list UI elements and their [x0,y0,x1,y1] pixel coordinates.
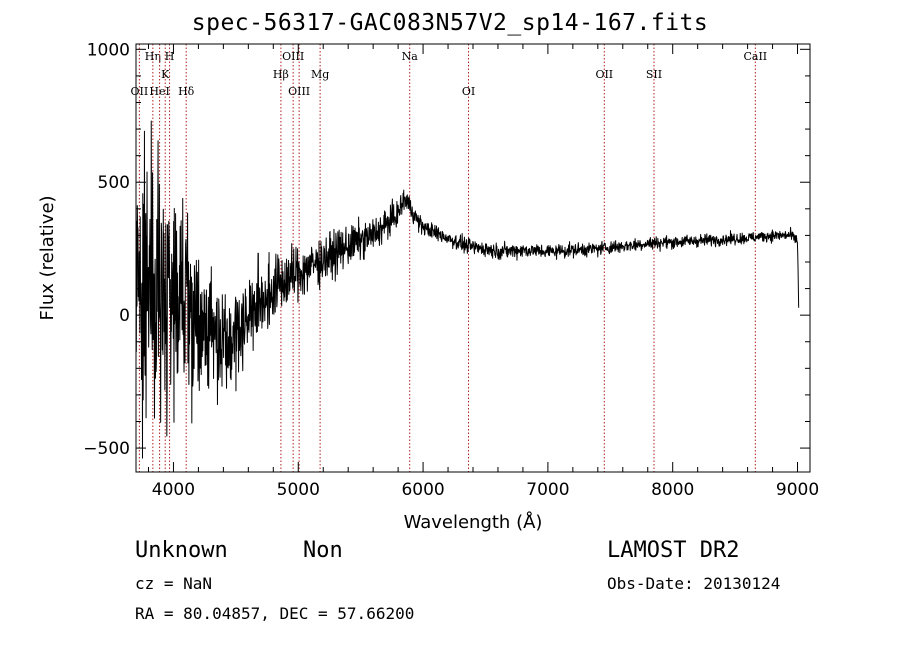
spectral-line-label: CaII [743,50,767,63]
y-tick-label: 1000 [87,40,130,60]
spectral-line-label: H [165,50,175,63]
y-axis-label: Flux (relative) [37,195,58,320]
spectral-line-label: Na [402,50,419,63]
x-tick-label: 5000 [277,480,320,500]
observation-date: Obs-Date: 20130124 [607,574,781,593]
y-tick-label: 0 [119,306,130,326]
y-tick-label: −500 [83,439,130,459]
object-class: Unknown [135,538,228,563]
spectral-line-label: Mg [311,68,329,81]
x-tick-label: 9000 [776,480,819,500]
spectral-line-label: OII [595,68,613,81]
spectral-line-label: Hη [145,50,161,63]
x-axis-label: Wavelength (Å) [404,511,543,533]
spectrum-trace [136,120,800,459]
x-tick-label: 4000 [152,480,195,500]
redshift-value: cz = NaN [135,574,213,593]
spectrum-line [136,120,800,459]
spectral-line-label: K [161,68,170,81]
spectral-line-label: OII [131,85,149,98]
plot-frame [135,43,811,473]
coordinates: RA = 80.04857, DEC = 57.66200 [135,604,415,623]
x-tick-label: 7000 [526,480,569,500]
y-tick-label: 500 [98,173,130,193]
spectral-line-label: Hδ [178,85,195,98]
chart-title: spec-56317-GAC083N57V2_sp14-167.fits [191,10,709,36]
spectral-line-label: Hβ [273,68,289,81]
spectral-line-label: OI [462,85,475,98]
spectral-line-label: HeI [149,85,169,98]
x-tick-label: 8000 [651,480,694,500]
spectral-line-label: OIII [288,85,310,98]
survey-name: LAMOST DR2 [607,538,740,563]
x-tick-label: 6000 [401,480,444,500]
axis-ticks: 4000 5000 6000 7000 8000 9000 −500 0 500 1000 [83,40,819,500]
object-subclass: Non [303,538,343,563]
spectral-line-label: OIII [282,50,304,63]
spectral-line-label: SII [646,68,662,81]
